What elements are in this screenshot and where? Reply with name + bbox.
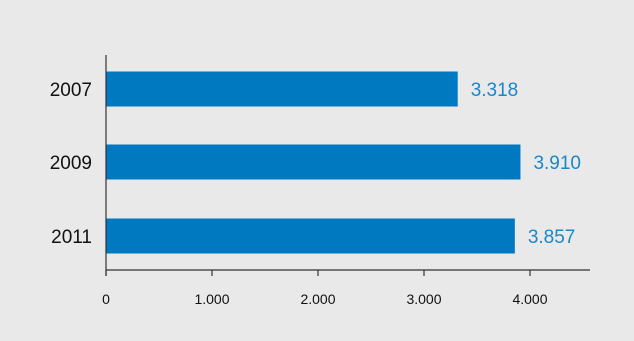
category-labels-layer: 2007 2009 2011 xyxy=(50,80,92,248)
bar-2007 xyxy=(106,71,458,107)
x-tick-label-2000: 2.000 xyxy=(300,291,335,307)
x-tick-label-0: 0 xyxy=(102,291,110,307)
x-ticks-layer: 0 1.000 2.000 3.000 4.000 xyxy=(102,270,548,307)
bar-2009 xyxy=(106,144,521,180)
category-label-2009: 2009 xyxy=(50,153,92,174)
value-label-2009: 3.910 xyxy=(533,153,581,174)
x-tick-label-4000: 4.000 xyxy=(512,291,547,307)
x-tick-label-3000: 3.000 xyxy=(406,291,441,307)
category-label-2011: 2011 xyxy=(51,227,92,248)
bars-layer xyxy=(106,71,521,254)
x-tick-label-1000: 1.000 xyxy=(194,291,229,307)
bar-2011 xyxy=(106,218,515,254)
axes-layer xyxy=(105,55,590,276)
value-label-2007: 3.318 xyxy=(471,80,519,101)
value-labels-layer: 3.318 3.910 3.857 xyxy=(471,80,581,248)
value-label-2011: 3.857 xyxy=(528,227,576,248)
category-label-2007: 2007 xyxy=(50,80,92,101)
